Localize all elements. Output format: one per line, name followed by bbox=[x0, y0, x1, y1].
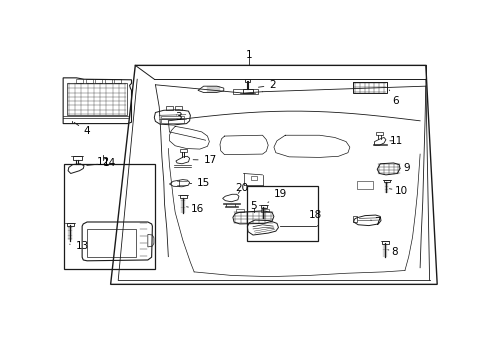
Bar bbox=[246, 186, 318, 240]
Bar bbox=[180, 149, 187, 152]
Bar bbox=[261, 209, 270, 212]
Bar bbox=[166, 106, 172, 110]
Text: 10: 10 bbox=[390, 186, 408, 196]
Bar bbox=[236, 209, 245, 212]
Bar bbox=[67, 222, 74, 226]
Text: 11: 11 bbox=[390, 136, 403, 146]
Text: 4: 4 bbox=[74, 122, 90, 136]
Bar bbox=[96, 79, 102, 82]
Bar bbox=[384, 180, 390, 183]
Bar bbox=[76, 79, 83, 82]
Text: 1: 1 bbox=[246, 50, 252, 60]
Text: 20: 20 bbox=[235, 184, 248, 193]
Bar bbox=[64, 164, 155, 269]
Bar bbox=[353, 82, 387, 93]
Bar bbox=[161, 119, 184, 123]
Text: 16: 16 bbox=[187, 204, 204, 214]
Text: 18: 18 bbox=[309, 210, 322, 226]
Bar bbox=[73, 156, 82, 160]
Bar bbox=[105, 79, 112, 82]
Text: 12: 12 bbox=[97, 157, 110, 167]
Bar bbox=[353, 216, 358, 222]
Bar bbox=[115, 79, 121, 82]
Bar bbox=[67, 82, 127, 115]
Bar bbox=[261, 205, 268, 208]
Bar bbox=[376, 132, 383, 135]
Bar bbox=[251, 176, 257, 180]
Text: 17: 17 bbox=[193, 155, 217, 165]
Bar bbox=[161, 116, 184, 118]
Text: 19: 19 bbox=[268, 189, 287, 202]
Text: 13: 13 bbox=[70, 241, 89, 251]
Text: 2: 2 bbox=[258, 80, 276, 90]
Text: 7: 7 bbox=[371, 217, 381, 227]
Text: 15: 15 bbox=[190, 179, 210, 189]
Bar bbox=[87, 229, 136, 257]
Bar bbox=[175, 106, 182, 110]
Text: 14: 14 bbox=[87, 158, 116, 168]
Text: 5: 5 bbox=[250, 201, 257, 211]
Text: 8: 8 bbox=[388, 247, 398, 257]
Bar bbox=[382, 241, 389, 244]
Text: 6: 6 bbox=[389, 90, 399, 106]
Bar bbox=[358, 181, 372, 189]
Bar bbox=[243, 89, 253, 93]
Bar bbox=[180, 195, 187, 198]
Bar bbox=[245, 79, 250, 82]
Text: 3: 3 bbox=[175, 112, 182, 122]
Bar bbox=[233, 90, 258, 94]
Bar bbox=[86, 79, 93, 82]
Text: 9: 9 bbox=[400, 163, 410, 174]
